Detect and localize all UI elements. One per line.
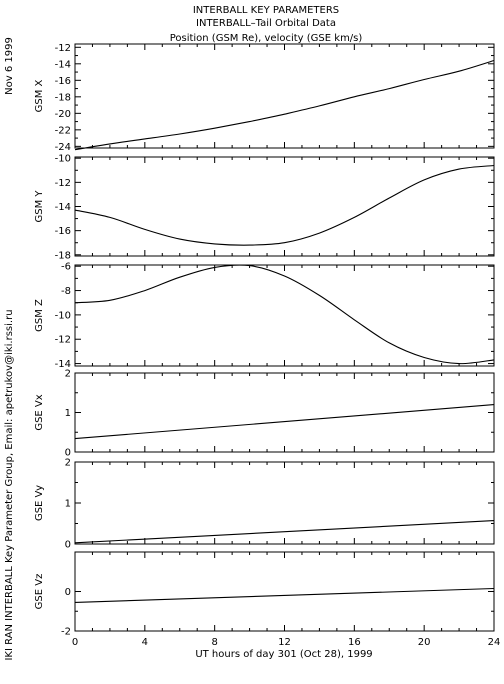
y-tick-label: 2: [65, 369, 71, 380]
print-date: Nov 6 1999: [4, 37, 15, 95]
y-tick-label: -18: [55, 92, 71, 103]
series-line-gsm-x: [74, 59, 495, 151]
y-tick-label: -20: [55, 109, 71, 120]
panel-frame: [74, 156, 495, 257]
panel-gsm-z: -6 -8 -10 -12 -14 GSM Z: [34, 262, 495, 370]
y-tick-label: 0: [65, 587, 71, 598]
series-line-gse-vx: [74, 404, 495, 440]
x-axis-label: UT hours of day 301 (Oct 28), 1999: [195, 649, 372, 660]
y-tick-label: -22: [55, 125, 71, 136]
panel-frame: [74, 551, 495, 632]
x-tick-label: 8: [211, 637, 217, 648]
y-axis-label-gse-vy: GSE Vy: [34, 485, 45, 521]
y-tick-label: 1: [65, 408, 71, 419]
x-tick-label: 24: [488, 637, 501, 648]
y-tick-label: -8: [61, 286, 71, 297]
y-tick-label: 0: [65, 448, 71, 459]
panel-gse-vx: 0 1 2 GSE Vx: [34, 369, 495, 459]
panel-gsm-y: -10 -12 -14 -16 -18 GSM Y: [34, 154, 495, 261]
y-tick-label: -12: [55, 43, 71, 54]
panel-gsm-x: -12 -14 -16 -18 -20 -22 -24 GSM X: [34, 43, 495, 153]
y-tick-label: -10: [55, 310, 71, 321]
y-tick-label: -14: [55, 359, 71, 370]
x-tick-label: 0: [72, 637, 78, 648]
panel-frame: [74, 372, 495, 453]
y-axis-label-gsm-z: GSM Z: [34, 299, 45, 332]
series-line-gse-vz: [74, 587, 495, 603]
y-tick-label: -12: [55, 335, 71, 346]
y-axis-label-gsm-x: GSM X: [34, 79, 45, 112]
panel-frame: [74, 43, 495, 149]
panel-gse-vy: 0 1 2 GSE Vy: [34, 458, 495, 551]
y-tick-label: -24: [55, 142, 71, 153]
y-axis-label-gsm-y: GSM Y: [34, 190, 45, 223]
y-tick-label: -2: [61, 627, 71, 638]
y-axis-label-gse-vz: GSE Vz: [34, 574, 45, 610]
series-line-gse-vy: [74, 520, 495, 544]
y-tick-label: -12: [55, 178, 71, 189]
series-line-gsm-y: [74, 164, 495, 246]
y-tick-label: 1: [65, 499, 71, 510]
y-tick-label: -10: [55, 154, 71, 165]
y-tick-label: -16: [55, 76, 71, 87]
figure-subtitle: INTERBALL–Tail Orbital Data: [196, 18, 336, 29]
figure-title: INTERBALL KEY PARAMETERS: [193, 5, 339, 16]
series-line-gsm-z: [74, 264, 495, 365]
y-tick-label: -6: [61, 262, 71, 273]
x-axis-tick-labels: 0 4 8 12 16 20 24: [72, 637, 501, 648]
x-tick-label: 20: [418, 637, 431, 648]
x-tick-label: 16: [348, 637, 361, 648]
y-tick-label: 0: [65, 540, 71, 551]
y-tick-label: -14: [55, 202, 71, 213]
x-tick-label: 4: [142, 637, 148, 648]
panel-frame: [74, 264, 495, 367]
y-tick-label: -18: [55, 250, 71, 261]
y-tick-label: 2: [65, 458, 71, 469]
y-tick-label: -14: [55, 59, 71, 70]
panel-gse-vz: 0 -2 GSE Vz: [34, 551, 495, 638]
y-axis-label-gse-vx: GSE Vx: [34, 394, 45, 430]
figure-units: Position (GSM Re), velocity (GSE km/s): [170, 33, 363, 44]
y-tick-label: -16: [55, 226, 71, 237]
x-tick-label: 12: [278, 637, 291, 648]
credit-line: IKI RAN INTERBALL Key Parameter Group, E…: [4, 309, 15, 660]
